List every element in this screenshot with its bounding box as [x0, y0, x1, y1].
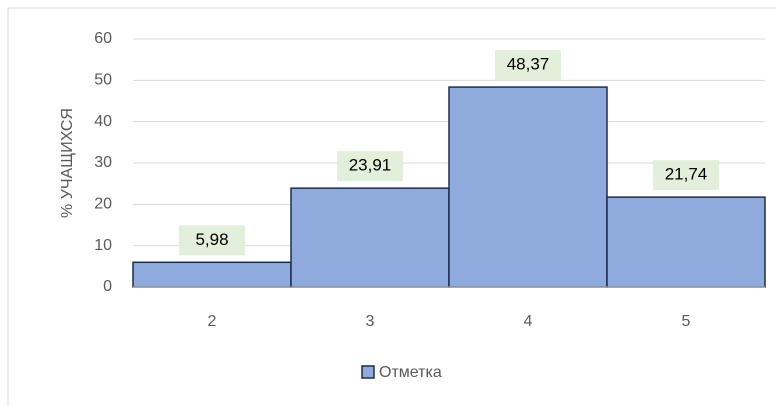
bar [606, 196, 766, 288]
y-axis-label: % УЧАЩИХСЯ [59, 108, 76, 218]
value-label-bg [653, 160, 719, 191]
value-label: 21,74 [665, 165, 708, 184]
y-tick-label: 50 [94, 72, 112, 89]
y-tick-label: 0 [103, 278, 112, 295]
value-label: 5,98 [195, 230, 228, 249]
value-label-bg [179, 225, 245, 256]
value-label-bg [495, 50, 561, 81]
bar [132, 261, 292, 288]
legend-label: Отметка [379, 364, 442, 381]
x-tick-label: 4 [524, 313, 533, 330]
x-tick-label: 5 [682, 313, 691, 330]
bar [290, 187, 450, 288]
legend-swatch [361, 365, 375, 379]
y-tick-label: 10 [94, 237, 112, 254]
y-tick-label: 40 [94, 113, 112, 130]
bar [448, 86, 608, 288]
value-label: 48,37 [507, 55, 550, 74]
x-tick-label: 3 [366, 313, 375, 330]
value-label-bg [337, 151, 403, 182]
value-label: 23,91 [349, 156, 392, 175]
y-tick-label: 20 [94, 196, 112, 213]
x-tick-label: 2 [208, 313, 217, 330]
y-tick-label: 60 [94, 30, 112, 47]
y-tick-label: 30 [94, 154, 112, 171]
